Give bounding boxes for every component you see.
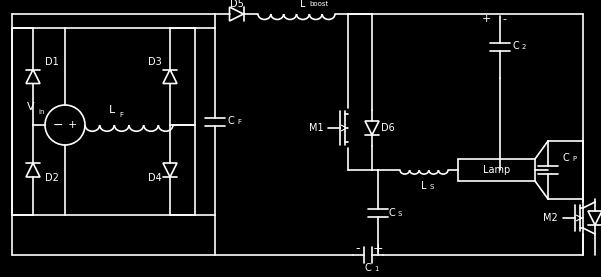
Text: +: + <box>67 120 77 130</box>
Text: L: L <box>300 0 305 9</box>
Text: −: − <box>53 119 63 132</box>
Text: D2: D2 <box>45 173 59 183</box>
Text: D6: D6 <box>381 123 395 133</box>
Text: P: P <box>572 156 576 162</box>
Text: in: in <box>38 109 44 115</box>
Text: F: F <box>119 112 123 118</box>
Text: Lamp: Lamp <box>483 165 510 175</box>
Text: C: C <box>365 263 371 273</box>
Text: +: + <box>481 14 490 24</box>
Text: D3: D3 <box>148 57 162 67</box>
Text: D1: D1 <box>45 57 59 67</box>
Text: L: L <box>421 181 427 191</box>
Text: +: + <box>373 242 383 255</box>
Text: C: C <box>563 153 569 163</box>
Text: C: C <box>228 117 234 127</box>
Text: M2: M2 <box>543 213 557 223</box>
Text: D5: D5 <box>230 0 243 9</box>
Text: C: C <box>389 207 395 217</box>
Text: M1: M1 <box>309 123 323 133</box>
Text: 2: 2 <box>522 44 526 50</box>
Text: boost: boost <box>310 1 329 7</box>
Text: D4: D4 <box>148 173 162 183</box>
Text: S: S <box>398 211 403 217</box>
Text: V: V <box>27 102 35 112</box>
Text: 1: 1 <box>374 266 379 272</box>
Text: -: - <box>502 14 506 24</box>
Text: S: S <box>429 184 433 190</box>
Text: C: C <box>513 41 519 51</box>
Text: L: L <box>109 105 115 115</box>
Text: -: - <box>356 242 360 255</box>
Text: F: F <box>237 119 241 125</box>
